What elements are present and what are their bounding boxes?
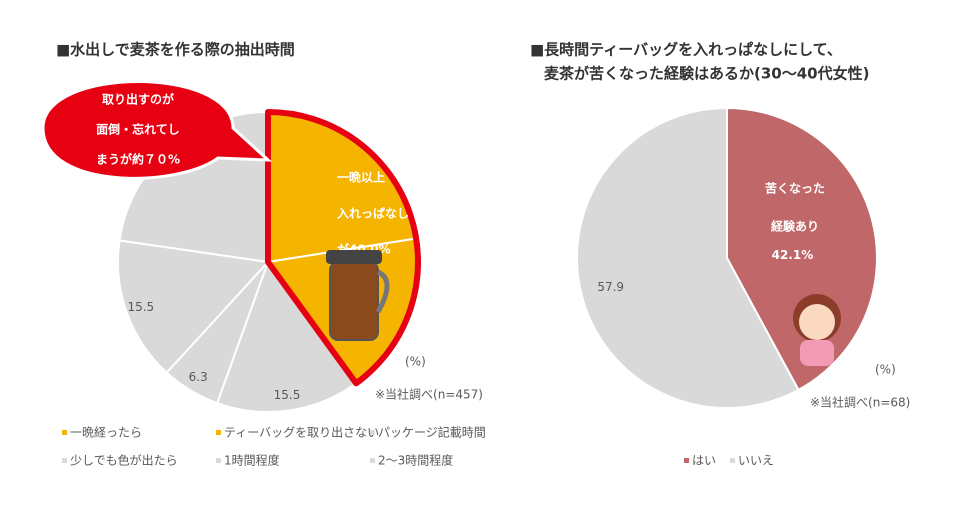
legend-swatch <box>370 430 375 435</box>
body <box>800 340 834 366</box>
jug-lid <box>326 250 382 264</box>
chart-title: ■水出しで麦茶を作る際の抽出時間 <box>56 41 295 59</box>
annotation: 一晩以上 <box>337 170 385 185</box>
legend-label: 少しでも色が出たら <box>70 453 178 468</box>
legend-label: ティーバッグを取り出さない <box>224 426 379 440</box>
chart-title: ■長時間ティーバッグを入れっぱなしにして、 <box>530 41 842 59</box>
callout-bubble <box>41 80 273 180</box>
legend-label: はい <box>692 454 716 468</box>
source-note: ※当社調べ(n=457) <box>375 387 483 402</box>
callout-text: 取り出すのが <box>102 92 174 107</box>
chart-title: 麦茶が苦くなった経験はあるか(30～40代女性) <box>544 65 869 83</box>
value-label: 15.5 <box>274 388 301 402</box>
legend-swatch <box>370 458 375 463</box>
annotation: 経験あり <box>771 219 819 234</box>
unit-note: (%) <box>875 363 896 377</box>
annotation: 苦くなった <box>765 181 825 196</box>
pie-slice <box>215 259 358 413</box>
legend-label: 2～3時間程度 <box>378 453 453 468</box>
annotation: 入れっぱなし <box>337 206 409 221</box>
source-note: ※当社調べ(n=68) <box>810 395 910 410</box>
callout-text: 面倒・忘れてし <box>96 122 180 137</box>
value-label: 42.1% <box>772 248 814 262</box>
pie-slice <box>117 239 271 375</box>
callout-text: まうが約７０% <box>96 152 180 167</box>
girl-illustration <box>793 294 841 366</box>
legend-label: 一晩経ったら <box>70 426 142 440</box>
legend-swatch <box>730 458 735 463</box>
legend-label: パッケージ記載時間 <box>378 425 486 440</box>
legend-swatch <box>684 458 689 463</box>
pie-slice <box>576 106 800 409</box>
jug-illustration <box>326 250 390 341</box>
value-label: 15.5 <box>127 300 154 314</box>
legend-swatch <box>62 430 67 435</box>
value-label: 57.9 <box>597 280 624 294</box>
legend-swatch <box>216 458 221 463</box>
value-label: 6.3 <box>189 370 208 384</box>
jug-body <box>329 261 379 341</box>
highlight-outline <box>265 109 421 387</box>
jug-handle <box>375 269 390 314</box>
face <box>799 304 835 340</box>
legend-label: 1時間程度 <box>224 453 280 468</box>
legend-swatch <box>216 430 221 435</box>
legend-swatch <box>62 458 67 463</box>
unit-note: (%) <box>405 355 426 369</box>
legend-label: いいえ <box>738 454 774 468</box>
